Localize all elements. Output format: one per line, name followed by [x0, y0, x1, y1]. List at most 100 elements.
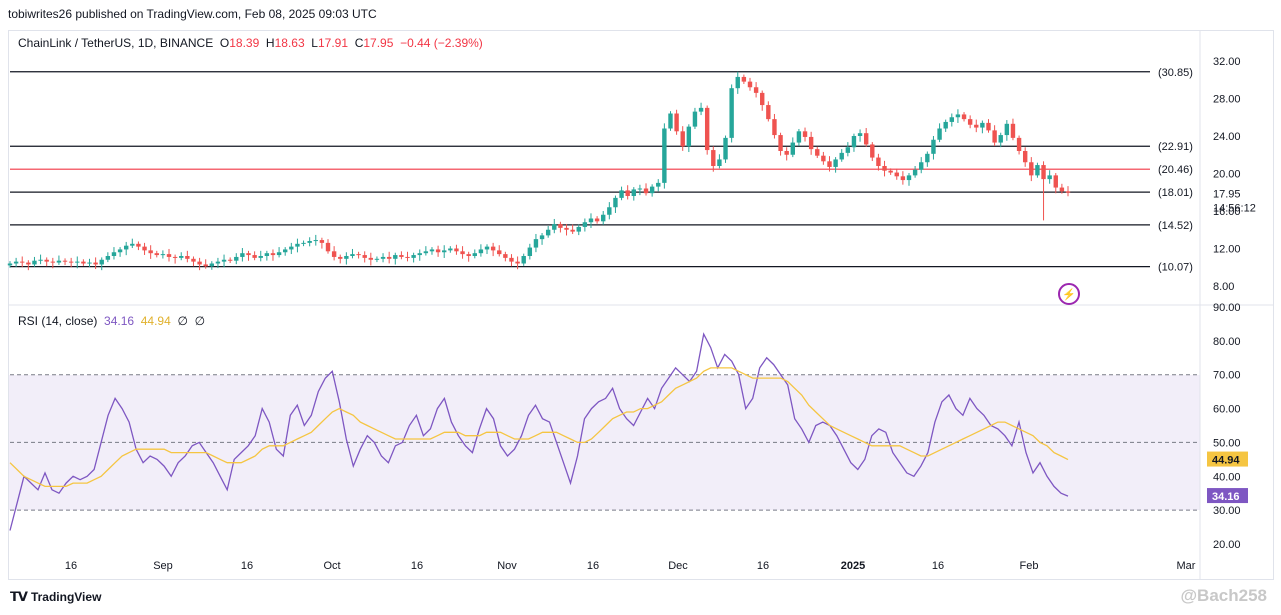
- candle-body: [319, 240, 325, 243]
- candle-body: [283, 249, 288, 253]
- candle-body: [179, 256, 184, 258]
- candle-body: [998, 135, 1003, 143]
- candle-body: [221, 259, 227, 262]
- time-tick: 16: [241, 560, 253, 572]
- candle-body: [986, 122, 991, 131]
- time-tick: 16: [411, 560, 423, 572]
- candle-body: [680, 131, 685, 147]
- candle-body: [662, 128, 667, 183]
- candle-body: [784, 151, 789, 155]
- candle-body: [509, 257, 514, 262]
- candle-body: [900, 176, 906, 181]
- candle-body: [203, 264, 208, 267]
- candle-body: [270, 253, 276, 256]
- candle-body: [974, 124, 979, 128]
- candle-body: [949, 117, 955, 122]
- candle-body: [258, 256, 263, 258]
- brand-label: TradingView: [30, 590, 102, 604]
- candle-body: [753, 87, 759, 93]
- time-tick: Mar: [1177, 560, 1196, 572]
- time-tick: Feb: [1020, 560, 1039, 572]
- candle-body: [380, 256, 386, 259]
- rsi-badge-bg-0: [1207, 451, 1248, 467]
- candle-body: [240, 253, 245, 257]
- candle-body: [967, 119, 973, 125]
- candle-body: [411, 255, 416, 258]
- time-tick: 2025: [841, 560, 865, 572]
- candle-body: [429, 249, 435, 252]
- candle-body: [148, 250, 153, 254]
- candle-body: [252, 255, 257, 258]
- candle-body: [301, 242, 306, 244]
- candle-body: [955, 114, 961, 118]
- time-axis: 16 Sep 16 Oct 16 Nov 16 Dec 16 2025 16 Feb Mar: [65, 560, 1196, 572]
- candle-body: [668, 113, 673, 129]
- candle-body: [442, 250, 447, 253]
- candle-body: [515, 261, 520, 264]
- candle-body: [625, 190, 630, 196]
- candle-body: [7, 263, 13, 266]
- rsi-ma-value: 44.94: [140, 314, 171, 328]
- candle-body: [154, 253, 159, 256]
- candle-body: [123, 245, 129, 250]
- candle-body: [1041, 165, 1046, 180]
- candle-body: [845, 147, 851, 153]
- candle-body: [490, 246, 496, 251]
- time-tick: 16: [757, 560, 769, 572]
- candle-body: [741, 76, 747, 82]
- candle-body: [142, 246, 147, 251]
- candle-body: [1059, 187, 1065, 192]
- candle-body: [704, 107, 710, 151]
- candle-body: [234, 256, 239, 261]
- time-tick: 16: [932, 560, 944, 572]
- time-tick: Dec: [668, 560, 688, 572]
- candle-body: [246, 253, 251, 256]
- candle-body: [637, 188, 643, 190]
- candle-body: [1022, 151, 1028, 163]
- candle-body: [460, 251, 465, 255]
- candle-body: [674, 113, 679, 132]
- candle-body: [105, 256, 111, 260]
- candle-body: [117, 249, 123, 253]
- candle-body: [1004, 123, 1010, 136]
- candle-body: [478, 249, 484, 254]
- footer-brand[interactable]: 𝗧𝗩 TradingView: [10, 589, 101, 605]
- time-tick: Nov: [497, 560, 517, 572]
- candle-body: [656, 182, 661, 187]
- candle-body: [717, 159, 722, 166]
- level-label-2: (20.46): [1158, 164, 1193, 176]
- rsi-axis: 90.00 80.00 70.00 60.00 50.00 40.00 30.00 20.00…: [1207, 302, 1248, 551]
- candle-body: [827, 161, 832, 167]
- level-label-4: (14.52): [1158, 220, 1193, 232]
- candle-body: [264, 253, 270, 256]
- candle-body: [521, 256, 526, 264]
- published-by-text: tobiwrites26 published on TradingView.co…: [8, 7, 377, 21]
- candle-body: [166, 254, 172, 257]
- candle-body: [815, 149, 820, 156]
- rsi-series-1: [9, 367, 1069, 488]
- candle-body: [943, 121, 948, 129]
- candle-body: [32, 260, 37, 265]
- rsi-lines-group: [9, 332, 1069, 531]
- candle-body: [313, 240, 318, 242]
- candle-body: [399, 255, 404, 257]
- candle-body: [649, 186, 655, 194]
- time-tick: Oct: [323, 560, 340, 572]
- rsi-label: RSI (14, close): [18, 314, 98, 328]
- price-tick: 16.00: [1213, 206, 1241, 218]
- candle-body: [931, 139, 936, 154]
- candle-body: [729, 88, 734, 138]
- price-tick: 20.00: [1213, 169, 1241, 181]
- candle-body: [423, 251, 429, 254]
- candle-body: [454, 248, 459, 252]
- candle-body: [136, 243, 141, 247]
- candle-body: [68, 261, 74, 263]
- candle-body: [594, 218, 600, 222]
- candle-body: [790, 142, 795, 155]
- candle-body: [338, 256, 343, 259]
- symbol-legend: ChainLink / TetherUS, 1D, BINANCE O18.39…: [18, 36, 483, 50]
- lightning-bolt-icon[interactable]: ⚡: [1058, 283, 1080, 305]
- candle-body: [215, 261, 221, 264]
- rsi-tick: 30.00: [1213, 505, 1241, 517]
